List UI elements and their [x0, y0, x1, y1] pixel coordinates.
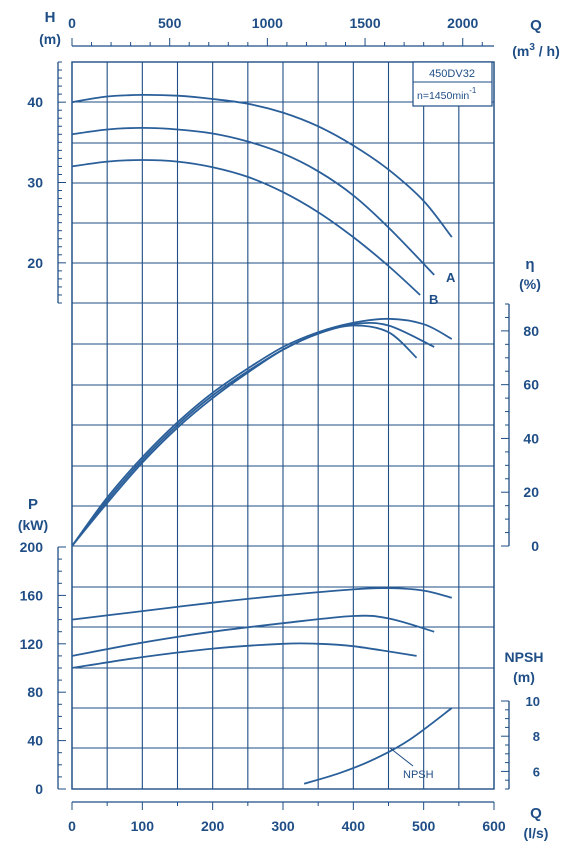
q-bottom-tick-label: 100	[131, 818, 155, 834]
npsh-curve	[303, 707, 453, 785]
plot-frame	[71, 61, 495, 790]
power-tick-label: 200	[20, 539, 44, 555]
q-bottom-tick-label: 400	[342, 818, 366, 834]
speed-label: n=1450min-1	[417, 86, 477, 102]
q-bottom-tick-label: 600	[482, 818, 506, 834]
power-curve	[71, 587, 453, 621]
curve-label-a: A	[446, 270, 456, 285]
model-label: 450DV32	[429, 68, 475, 80]
power-curve	[71, 614, 435, 657]
q-top-tick-label: 0	[68, 15, 76, 31]
model-box	[412, 61, 493, 107]
head-axis-unit: (m)	[39, 31, 61, 47]
head-curve	[71, 159, 421, 296]
power-curve	[71, 642, 417, 669]
head-tick-label: 20	[27, 255, 43, 271]
power-tick-label: 0	[35, 781, 43, 797]
q-top-tick-label: 500	[158, 15, 182, 31]
q-bottom-tick-label: 200	[201, 818, 225, 834]
head-axis-label: H	[45, 9, 56, 26]
q-bottom-tick-label: 0	[68, 818, 76, 834]
efficiency-tick-label: 0	[531, 538, 539, 554]
q-top-tick-label: 2000	[447, 15, 478, 31]
power-tick-label: 160	[20, 587, 44, 603]
efficiency-curve	[71, 324, 418, 547]
head-curve	[71, 93, 453, 238]
efficiency-tick-label: 60	[523, 377, 539, 393]
npsh-tick-label: 10	[526, 694, 540, 709]
efficiency-tick-label: 40	[523, 430, 539, 446]
speed-label-exponent: -1	[469, 86, 477, 95]
npsh-tick-label: 8	[533, 729, 540, 744]
efficiency-curve	[71, 317, 453, 547]
speed-label-text: n=1450min	[417, 90, 469, 102]
head-tick-label: 30	[27, 175, 43, 191]
q-top-tick-label: 1500	[349, 15, 380, 31]
npsh-curve-label: NPSH	[403, 769, 434, 781]
q-top-unit-prefix: (m	[512, 43, 529, 59]
q-top-unit-suffix: / h)	[535, 43, 560, 59]
q-bottom-tick-label: 500	[412, 818, 436, 834]
q-bottom-axis-label: Q	[530, 805, 542, 822]
efficiency-curve	[71, 322, 435, 547]
npsh-tick-label: 6	[533, 764, 540, 779]
efficiency-tick-label: 80	[523, 323, 539, 339]
power-axis-unit: (kW)	[18, 517, 48, 533]
efficiency-axis-unit: (%)	[519, 276, 541, 292]
curves	[71, 93, 453, 785]
power-tick-label: 40	[27, 733, 43, 749]
q-bottom-axis-unit: (l/s)	[524, 825, 549, 841]
q-top-tick-label: 1000	[252, 15, 283, 31]
npsh-axis-unit: (m)	[513, 669, 535, 685]
q-bottom-tick-label: 300	[271, 818, 295, 834]
q-top-axis-unit: (m3 / h)	[512, 42, 560, 59]
power-tick-label: 120	[20, 636, 44, 652]
efficiency-axis-label: η	[525, 256, 534, 273]
q-top-axis-label: Q	[530, 17, 542, 34]
npsh-leader-line	[389, 747, 414, 767]
power-tick-label: 80	[27, 684, 43, 700]
grid	[71, 61, 495, 790]
npsh-axis-label: NPSH	[505, 649, 544, 665]
curve-label-b: B	[429, 292, 438, 307]
head-curve	[71, 126, 435, 276]
head-tick-label: 40	[27, 94, 43, 110]
power-axis-label: P	[28, 496, 38, 513]
efficiency-tick-label: 20	[523, 484, 539, 500]
q-top-unit-exp: 3	[529, 42, 535, 53]
